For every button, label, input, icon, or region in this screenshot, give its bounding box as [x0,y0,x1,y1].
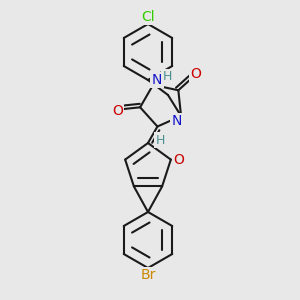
Text: Cl: Cl [141,10,155,24]
Text: O: O [190,67,201,81]
Text: O: O [112,104,123,118]
Text: H: H [162,70,172,83]
Text: H: H [155,134,165,146]
Text: O: O [173,153,184,166]
Text: N: N [152,73,162,87]
Text: N: N [172,114,182,128]
Text: Br: Br [140,268,156,282]
